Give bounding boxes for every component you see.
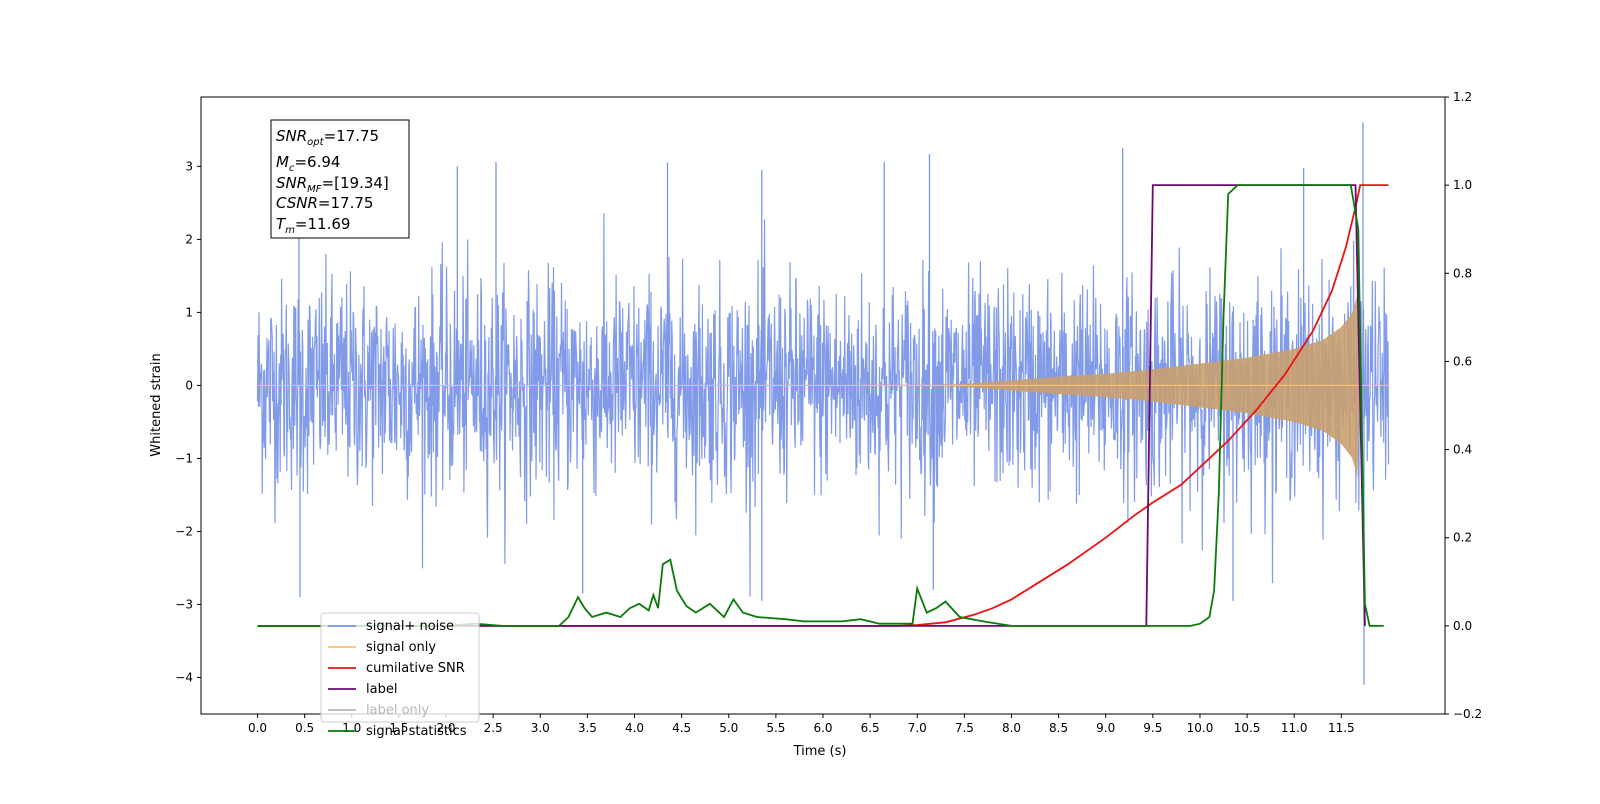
y2-tick-label: 1.2 (1453, 90, 1472, 104)
svg-text:SNRopt=17.75: SNRopt=17.75 (276, 127, 379, 148)
y2-tick-label: 0.0 (1453, 619, 1472, 633)
x-tick-label: 1.0 (342, 721, 361, 735)
x-tick-label: 5.5 (766, 721, 785, 735)
legend-label: signal only (366, 640, 436, 655)
y2-tick-label: 0.4 (1453, 443, 1472, 457)
x-tick-label: 10.0 (1187, 721, 1214, 735)
annotation-box: SNRopt=17.75 Mc=6.94 SNRMF=[19.34] CSNR=… (270, 119, 410, 239)
svg-text:CSNR=17.75: CSNR=17.75 (276, 194, 373, 212)
x-tick-label: 3.5 (578, 721, 597, 735)
x-tick-label: 6.5 (861, 721, 880, 735)
x-tick-label: 11.0 (1281, 721, 1308, 735)
y-tick-label: 2 (185, 232, 193, 246)
x-tick-label: 8.0 (1002, 721, 1021, 735)
x-tick-label: 0.0 (248, 721, 267, 735)
x-tick-label: 4.0 (625, 721, 644, 735)
x-tick-label: 4.5 (672, 721, 691, 735)
x-tick-label: 11.5 (1328, 721, 1355, 735)
y2-tick-label: −0.2 (1453, 707, 1482, 721)
legend-label: label (366, 682, 397, 697)
x-tick-label: 0.5 (295, 721, 314, 735)
y2-tick-label: 0.8 (1453, 266, 1472, 280)
annotation-csnr: =17.75 (318, 194, 374, 212)
annotation-mc: =6.94 (294, 153, 340, 171)
x-tick-label: 5.0 (719, 721, 738, 735)
y-axis-label: Whitened strain (149, 353, 164, 456)
x-tick-label: 3.0 (531, 721, 550, 735)
legend-label: signal+ noise (366, 619, 454, 634)
y2-tick-label: 0.2 (1453, 531, 1472, 545)
annotation-snr-opt: =17.75 (324, 127, 380, 145)
y2-tick-label: 0.6 (1453, 354, 1472, 368)
svg-text:Tm=11.69: Tm=11.69 (276, 215, 350, 236)
legend: signal+ noise signal only cumilative SNR la… (320, 612, 480, 739)
series-signal-statistics-line (257, 184, 1384, 627)
y-tick-label: −3 (175, 597, 193, 611)
y-tick-label: −2 (175, 524, 193, 538)
x-tick-label: 9.5 (1143, 721, 1162, 735)
series-signal-noise-line (256, 213, 1390, 597)
x-tick-label: 7.5 (955, 721, 974, 735)
annotation-snr-mf: =[19.34] (322, 174, 389, 192)
svg-text:SNRMF=[19.34]: SNRMF=[19.34] (276, 174, 389, 195)
annotation-tm: =11.69 (295, 215, 351, 233)
legend-label: cumilative SNR (366, 661, 465, 676)
svg-text:Mc=6.94: Mc=6.94 (276, 153, 340, 174)
x-axis-label: Time (s) (793, 744, 847, 759)
x-tick-label: 1.5 (389, 721, 408, 735)
y-tick-label: 0 (185, 378, 193, 392)
x-tick-label: 10.5 (1234, 721, 1261, 735)
x-tick-label: 2.5 (484, 721, 503, 735)
x-tick-label: 6.0 (813, 721, 832, 735)
x-tick-label: 8.5 (1049, 721, 1068, 735)
x-tick-label: 7.0 (908, 721, 927, 735)
y-tick-label: −1 (175, 451, 193, 465)
series-label-line (257, 184, 1366, 627)
y-tick-label: −4 (175, 670, 193, 684)
y2-tick-label: 1.0 (1453, 178, 1472, 192)
legend-label: label only (366, 703, 429, 718)
y-tick-label: 1 (185, 305, 193, 319)
legend-label: signal statistics (366, 724, 467, 739)
x-tick-label: 9.0 (1096, 721, 1115, 735)
x-tick-label: 2.0 (436, 721, 455, 735)
y-tick-label: 3 (185, 159, 193, 173)
